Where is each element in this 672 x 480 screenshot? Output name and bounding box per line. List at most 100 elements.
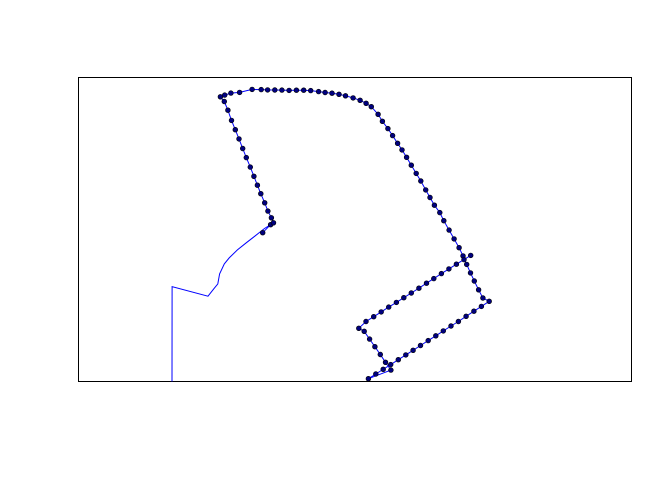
data-point: [265, 208, 271, 214]
data-point: [372, 344, 378, 350]
data-point: [254, 182, 261, 188]
data-point: [379, 118, 386, 125]
data-point: [468, 252, 474, 259]
data-point: [418, 178, 424, 184]
data-point: [322, 89, 328, 96]
data-point: [388, 361, 394, 368]
data-point: [380, 366, 386, 372]
data-point: [301, 87, 307, 93]
data-point: [228, 117, 235, 124]
data-point: [455, 318, 462, 325]
data-point: [258, 191, 264, 197]
data-point: [336, 91, 342, 98]
data-point: [373, 371, 379, 377]
data-point: [478, 303, 485, 310]
data-point: [368, 103, 374, 110]
data-point: [425, 337, 431, 344]
data-point: [270, 220, 277, 226]
data-point: [243, 154, 250, 161]
data-point: [433, 333, 439, 339]
data-point: [361, 328, 367, 334]
data-point: [232, 126, 239, 133]
data-point: [437, 209, 443, 216]
data-point: [378, 309, 384, 315]
data-point: [366, 336, 373, 342]
data-point: [408, 290, 414, 296]
data-point: [431, 275, 437, 282]
data-point: [221, 98, 228, 105]
data-point: [286, 87, 292, 94]
data-point: [471, 308, 477, 314]
data-point: [249, 86, 255, 93]
data-point: [431, 202, 438, 208]
data-point: [262, 200, 268, 206]
data-point: [446, 266, 452, 272]
data-point: [388, 367, 394, 373]
data-point: [464, 261, 470, 268]
data-point: [395, 357, 401, 363]
data-point: [386, 304, 392, 310]
data-point: [377, 351, 383, 358]
data-point: [399, 147, 405, 153]
data-point: [264, 87, 271, 93]
data-point: [225, 107, 231, 113]
data-point: [375, 111, 381, 118]
data-point: [236, 136, 242, 142]
data-point: [463, 313, 469, 319]
data-point: [393, 299, 400, 306]
data-point: [342, 93, 349, 99]
data-point: [222, 92, 228, 98]
data-point: [417, 342, 424, 349]
data-point: [357, 97, 363, 104]
data-point: [401, 295, 407, 301]
data-point: [413, 170, 419, 177]
data-point: [394, 140, 401, 147]
data-point: [486, 298, 492, 304]
data-point: [385, 125, 391, 132]
data-point: [403, 352, 409, 358]
points-layer: [217, 86, 492, 382]
data-point: [251, 173, 257, 180]
data-point: [423, 280, 430, 286]
data-point: [268, 215, 275, 221]
data-point: [350, 95, 356, 101]
data-point: [293, 87, 300, 93]
data-point: [228, 90, 234, 96]
data-point: [389, 132, 396, 139]
data-point: [315, 88, 322, 95]
data-point: [461, 256, 467, 263]
data-point: [363, 318, 369, 325]
data-point: [410, 347, 416, 353]
data-point: [365, 376, 372, 382]
plot-frame: [78, 77, 632, 382]
data-point: [456, 245, 462, 251]
track-line: [171, 224, 271, 382]
data-point: [356, 325, 362, 331]
data-point: [451, 236, 457, 242]
data-point: [308, 87, 314, 94]
data-point: [329, 90, 335, 96]
data-point: [471, 278, 477, 284]
data-point: [427, 194, 433, 201]
data-point: [475, 287, 482, 293]
data-point: [403, 154, 410, 161]
data-point: [438, 270, 445, 277]
data-point: [480, 295, 486, 301]
data-point: [408, 162, 414, 168]
data-point: [446, 227, 452, 233]
data-point: [440, 328, 446, 334]
data-point: [448, 323, 454, 329]
data-point: [363, 100, 369, 107]
data-point: [423, 187, 429, 193]
data-point: [260, 230, 266, 236]
data-point: [247, 164, 254, 170]
data-point: [279, 87, 285, 93]
data-point: [240, 145, 246, 152]
data-point: [416, 285, 422, 291]
data-point: [453, 261, 460, 267]
data-point: [371, 314, 377, 320]
data-point: [382, 359, 389, 365]
data-point: [441, 218, 447, 224]
